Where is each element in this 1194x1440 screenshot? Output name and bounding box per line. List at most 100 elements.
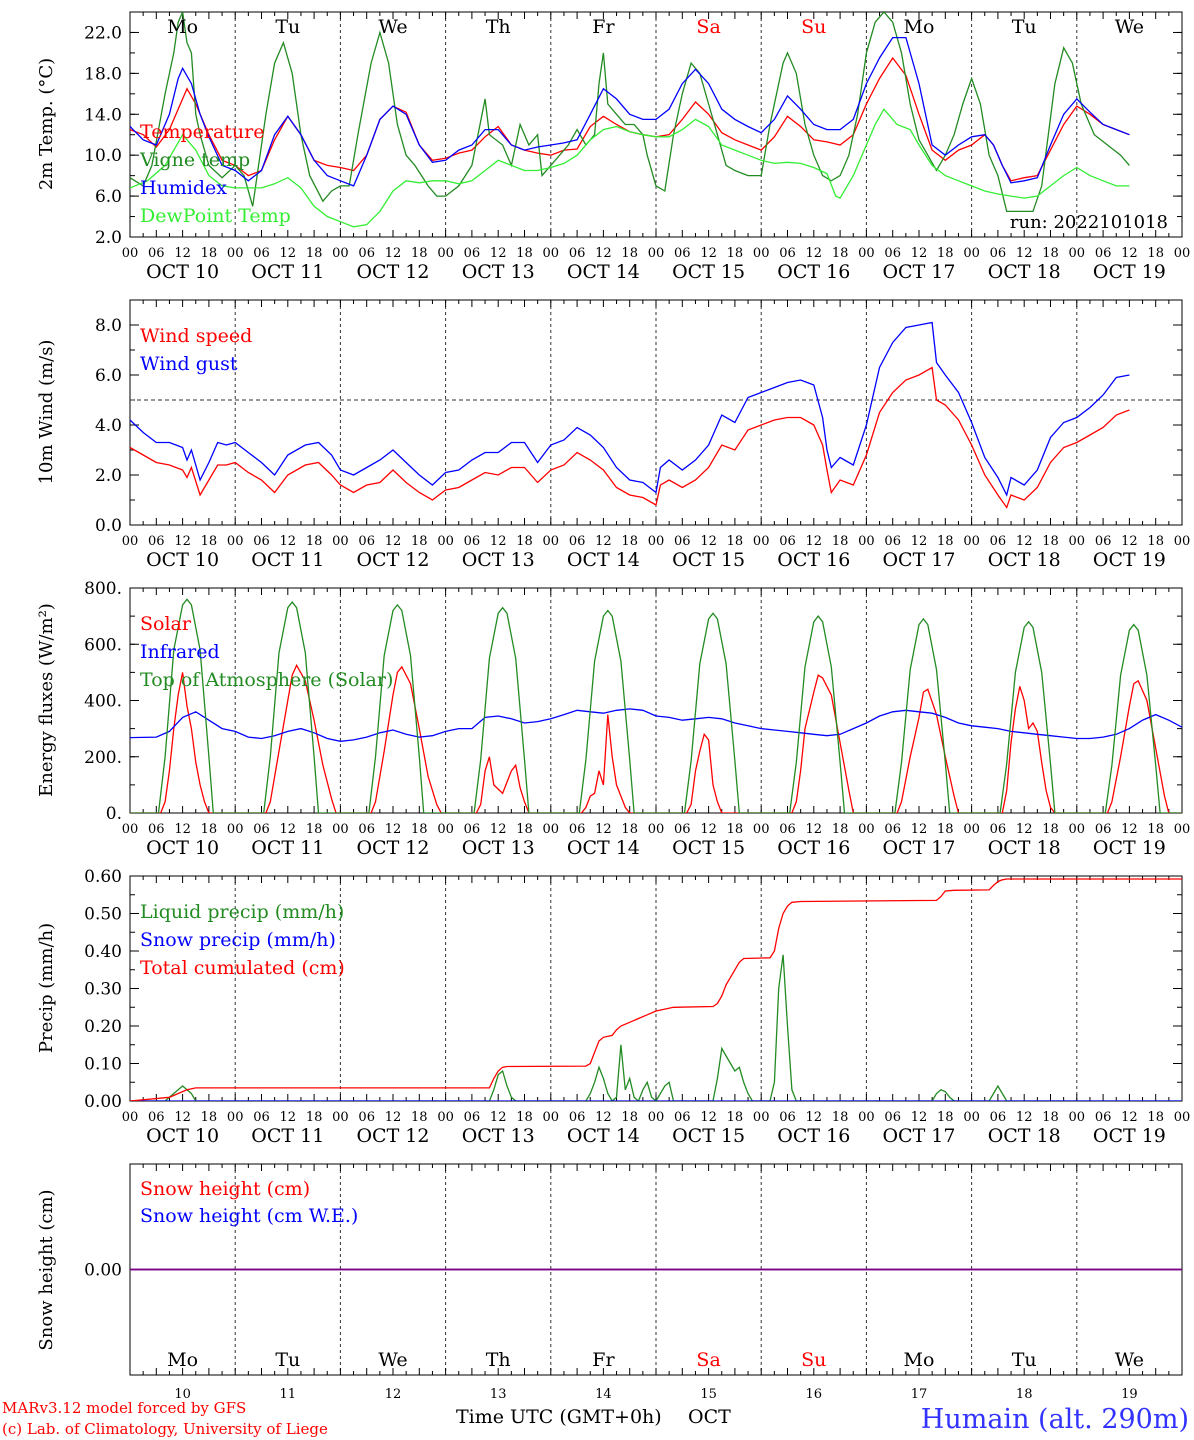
date-label: OCT 11 — [251, 549, 324, 571]
y-tick-label: 6.0 — [95, 366, 122, 386]
y-tick-label: 800. — [84, 579, 122, 599]
date-label: OCT 19 — [1093, 549, 1166, 571]
hour-tick-label: 18 — [411, 246, 428, 261]
hour-tick-label: 12 — [700, 246, 717, 261]
hour-tick-label: 12 — [700, 1110, 717, 1125]
hour-tick-label: 18 — [937, 1110, 954, 1125]
hour-tick-label: 00 — [753, 822, 770, 837]
hour-tick-label: 12 — [595, 822, 612, 837]
hour-tick-label: 06 — [779, 1110, 796, 1125]
legend-entry: Liquid precip (mm/h) — [140, 901, 344, 923]
hour-tick-label: 00 — [858, 822, 875, 837]
hour-tick-label: 06 — [358, 534, 375, 549]
hour-tick-label: 12 — [1016, 246, 1033, 261]
hour-tick-label: 12 — [1016, 534, 1033, 549]
panel-3: 0. 200. 400. 600. 800. Energy fluxes (W/m²) So… — [36, 579, 1190, 859]
hour-tick-label: 12 — [806, 534, 823, 549]
weekday-label: We — [378, 16, 407, 38]
y-tick-label: 0.00 — [84, 1261, 122, 1281]
hour-tick-label: 06 — [148, 246, 165, 261]
credit-line-2: (c) Lab. of Climatology, University of L… — [2, 1420, 328, 1438]
legend-entry: Wind speed — [140, 325, 252, 347]
legend-entry: Snow height (cm) — [140, 1178, 310, 1200]
weekday-label: We — [1115, 16, 1144, 38]
y-tick-label: 2.0 — [95, 228, 122, 248]
hour-tick-label: 06 — [148, 1110, 165, 1125]
hour-tick-label: 06 — [253, 534, 270, 549]
hour-tick-label: 12 — [280, 822, 297, 837]
hour-tick-label: 06 — [1095, 246, 1112, 261]
y-tick-label: 0.30 — [84, 980, 122, 1000]
hour-tick-label: 18 — [1147, 246, 1164, 261]
day-number-label: 11 — [280, 1387, 297, 1402]
hour-tick-label: 18 — [306, 246, 323, 261]
hour-tick-label: 00 — [332, 534, 349, 549]
hour-tick-label: 06 — [569, 822, 586, 837]
y-tick-label: 400. — [84, 692, 122, 712]
y-tick-label: 2.0 — [95, 466, 122, 486]
hour-tick-label: 06 — [884, 246, 901, 261]
hour-tick-label: 18 — [727, 1110, 744, 1125]
y-tick-label: 4.0 — [95, 416, 122, 436]
date-label: OCT 13 — [462, 1125, 535, 1147]
hour-tick-label: 18 — [1042, 246, 1059, 261]
hour-tick-label: 06 — [990, 1110, 1007, 1125]
day-number-label: 18 — [1016, 1387, 1033, 1402]
y-tick-label: 0.60 — [84, 867, 122, 887]
weekday-label: Fr — [592, 16, 615, 38]
hour-tick-label: 00 — [1069, 1110, 1086, 1125]
weekday-label: We — [378, 1349, 407, 1371]
hour-tick-label: 12 — [806, 1110, 823, 1125]
hour-tick-label: 00 — [1069, 246, 1086, 261]
hour-tick-label: 06 — [990, 534, 1007, 549]
hour-tick-label: 12 — [806, 822, 823, 837]
hour-tick-label: 00 — [1174, 534, 1191, 549]
hour-tick-label: 12 — [806, 246, 823, 261]
hour-tick-label: 12 — [280, 246, 297, 261]
hour-tick-label: 06 — [1095, 822, 1112, 837]
hour-tick-label: 12 — [595, 1110, 612, 1125]
weekday-label: Fr — [592, 1349, 615, 1371]
weekday-label: Mo — [167, 1349, 198, 1371]
date-label: OCT 14 — [567, 549, 640, 571]
legend-entry: DewPoint Temp — [140, 205, 291, 227]
weekday-label: Mo — [904, 1349, 935, 1371]
date-label: OCT 15 — [672, 837, 745, 859]
series-line-wind-speed — [130, 366, 1130, 509]
hour-tick-label: 12 — [1121, 822, 1138, 837]
hour-tick-label: 06 — [358, 246, 375, 261]
series-line-vigne-temp — [130, 12, 1130, 213]
legend-entry: Snow precip (mm/h) — [140, 929, 336, 951]
hour-tick-label: 00 — [437, 246, 454, 261]
hour-tick-label: 12 — [490, 1110, 507, 1125]
hour-tick-label: 06 — [358, 822, 375, 837]
hour-tick-label: 06 — [884, 1110, 901, 1125]
hour-tick-label: 06 — [148, 822, 165, 837]
hour-tick-label: 12 — [1016, 822, 1033, 837]
legend-entry: Solar — [140, 613, 192, 635]
day-number-label: 15 — [700, 1387, 717, 1402]
hour-tick-label: 06 — [253, 1110, 270, 1125]
hour-tick-label: 18 — [832, 1110, 849, 1125]
hour-tick-label: 00 — [1174, 246, 1191, 261]
hour-tick-label: 18 — [832, 246, 849, 261]
hour-tick-label: 18 — [516, 246, 533, 261]
legend-entry: Temperature — [140, 121, 264, 143]
date-label: OCT 19 — [1093, 837, 1166, 859]
hour-tick-label: 18 — [201, 1110, 218, 1125]
hour-tick-label: 00 — [648, 246, 665, 261]
panel-4: 0.00 0.10 0.20 0.30 0.40 0.50 0.60 Precip (mm/h… — [36, 867, 1190, 1147]
hour-tick-label: 00 — [753, 1110, 770, 1125]
hour-tick-label: 18 — [832, 822, 849, 837]
date-label: OCT 16 — [777, 837, 850, 859]
hour-tick-label: 00 — [1174, 1110, 1191, 1125]
hour-tick-label: 12 — [385, 1110, 402, 1125]
date-label: OCT 10 — [146, 1125, 219, 1147]
y-tick-label: 18.0 — [84, 64, 122, 84]
hour-tick-label: 00 — [1069, 822, 1086, 837]
hour-tick-label: 18 — [201, 246, 218, 261]
y-tick-label: 0.0 — [95, 516, 122, 536]
hour-tick-label: 00 — [963, 246, 980, 261]
hour-tick-label: 06 — [148, 534, 165, 549]
hour-tick-label: 00 — [648, 534, 665, 549]
